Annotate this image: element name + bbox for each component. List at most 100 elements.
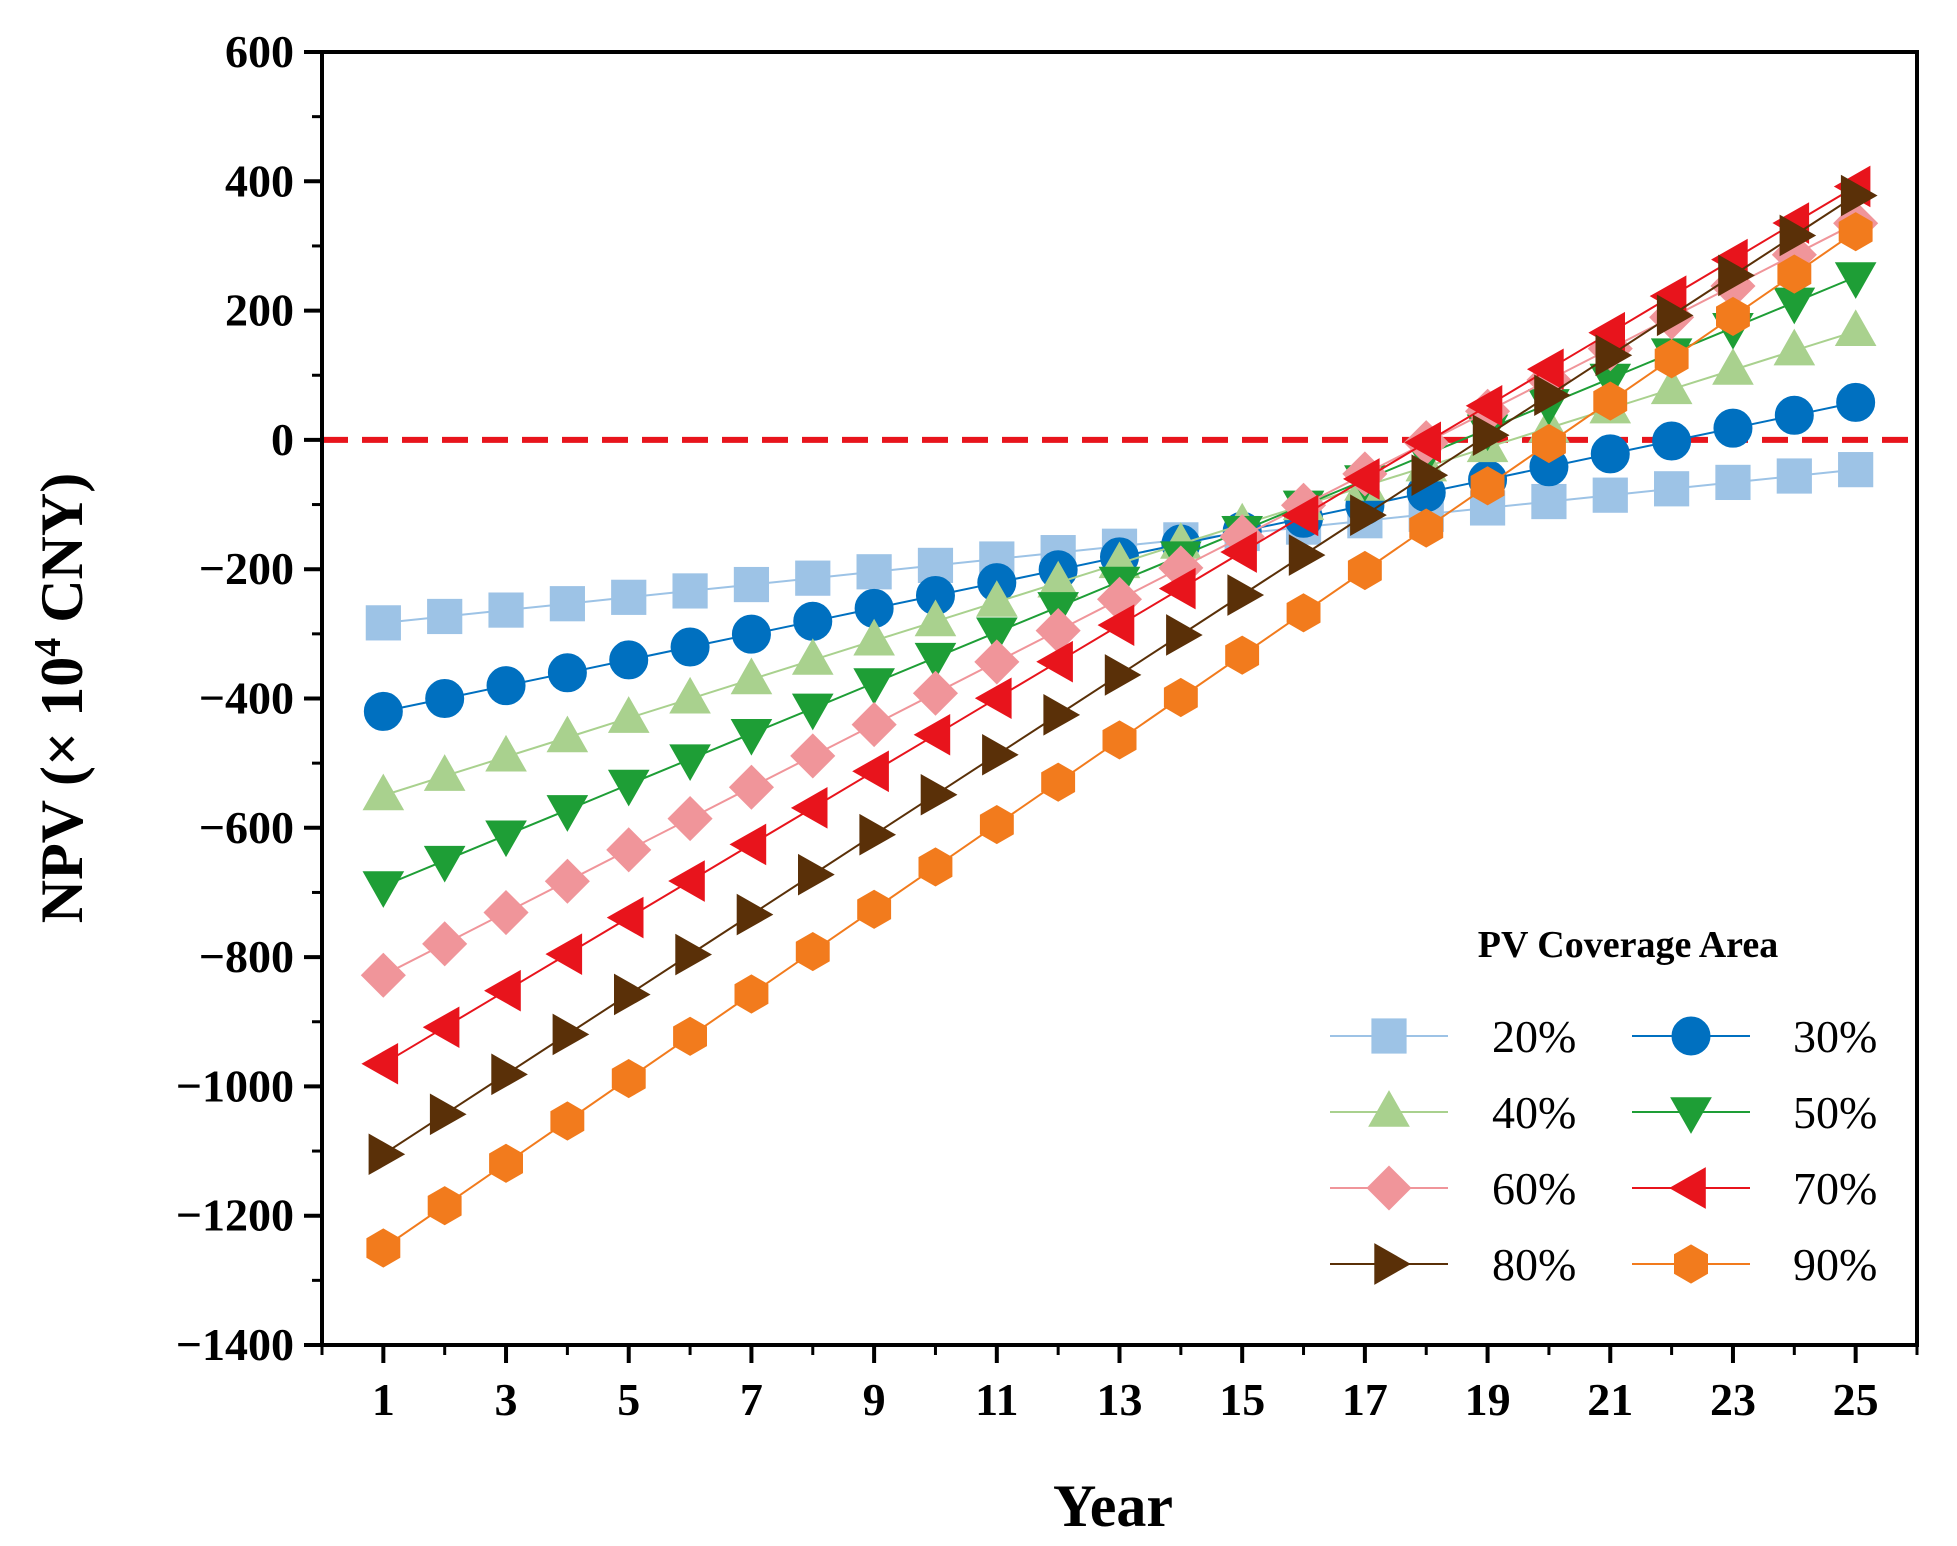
circle-marker [670, 627, 710, 667]
triangle-left-marker [545, 933, 583, 975]
hexagon-marker [1674, 1244, 1708, 1284]
diamond-marker [544, 858, 590, 904]
triangle-right-marker [1166, 614, 1203, 656]
triangle-right-marker [920, 773, 958, 816]
hexagon-marker [857, 889, 892, 929]
legend-item-60pct: 60% [1330, 1163, 1576, 1214]
triangle-right-marker [1718, 254, 1755, 297]
x-tick-label: 7 [740, 1374, 763, 1425]
y-tick-label: −600 [199, 802, 294, 853]
series-90pct [366, 212, 1873, 1268]
triangle-right-marker [859, 813, 897, 856]
triangle-right-marker [1472, 414, 1510, 457]
y-tick-label: 0 [271, 414, 294, 465]
triangle-right-marker [1411, 454, 1449, 496]
triangle-left-marker [1036, 640, 1073, 683]
square-marker [672, 573, 708, 609]
series-80pct [368, 174, 1878, 1176]
circle-marker [1713, 408, 1753, 448]
triangle-up-marker [1834, 309, 1877, 346]
triangle-left-marker [790, 787, 828, 829]
diamond-marker [974, 639, 1020, 685]
triangle-left-marker [729, 823, 767, 866]
legend-item-70pct: 70% [1632, 1163, 1877, 1214]
diamond-marker [912, 670, 959, 716]
series-layer [360, 165, 1879, 1268]
triangle-left-marker [668, 860, 705, 902]
triangle-left-marker [1158, 567, 1196, 610]
legend-title: PV Coverage Area [1478, 924, 1778, 966]
triangle-up-marker [1773, 328, 1816, 366]
square-marker [733, 566, 770, 603]
triangle-left-marker [1342, 458, 1380, 500]
triangle-up-marker [791, 638, 834, 675]
x-tick-label: 19 [1465, 1374, 1511, 1425]
triangle-down-marker [1834, 262, 1877, 299]
diamond-marker [483, 889, 529, 936]
legend-label: 70% [1793, 1163, 1877, 1214]
circle-marker [731, 614, 771, 654]
triangle-left-marker [606, 896, 644, 939]
legend-item-30pct: 30% [1632, 1011, 1877, 1062]
y-tick-label: −1400 [176, 1319, 294, 1370]
triangle-left-marker [1465, 384, 1503, 427]
triangle-down-marker [607, 769, 650, 807]
hexagon-marker [1286, 593, 1321, 633]
diamond-marker [851, 701, 897, 748]
hexagon-marker [366, 1228, 401, 1268]
square-marker [427, 598, 463, 635]
triangle-down-marker [485, 820, 527, 858]
circle-marker [1774, 395, 1814, 435]
hexagon-marker [427, 1186, 462, 1226]
triangle-up-marker [853, 618, 895, 656]
triangle-left-marker [422, 1006, 460, 1049]
triangle-right-marker [1374, 1243, 1411, 1285]
circle-marker [1836, 382, 1876, 422]
hexagon-marker [1777, 254, 1812, 294]
hexagon-marker [489, 1143, 523, 1183]
y-tick-label: −800 [199, 931, 294, 982]
triangle-right-marker [552, 1013, 590, 1056]
triangle-down-marker [914, 642, 957, 680]
y-axis-title: NPV (× 104 CNY) [27, 473, 95, 923]
hexagon-marker [1102, 720, 1137, 760]
x-tick-label: 9 [863, 1374, 886, 1425]
triangle-left-marker [1669, 1167, 1706, 1209]
triangle-right-marker [1350, 494, 1387, 536]
hexagon-marker [1225, 635, 1260, 675]
triangle-up-marker [1650, 367, 1693, 405]
hexagon-marker [1163, 677, 1198, 718]
hexagon-marker [1409, 508, 1444, 548]
square-marker [611, 579, 647, 615]
legend-item-50pct: 50% [1632, 1087, 1877, 1138]
hexagon-marker [1654, 339, 1689, 379]
square-marker [488, 592, 524, 628]
triangle-up-marker [669, 676, 711, 714]
diamond-marker [606, 827, 652, 873]
y-tick-label: −200 [199, 543, 294, 594]
y-axis-title-main: NPV (× 10 [29, 657, 95, 923]
triangle-down-marker [1670, 1097, 1712, 1134]
circle-marker [793, 601, 833, 641]
triangle-up-marker [914, 599, 957, 637]
triangle-right-marker [1227, 574, 1265, 616]
legend-item-20pct: 20% [1330, 1011, 1576, 1062]
triangle-up-marker [1368, 1090, 1410, 1127]
x-tick-label: 15 [1219, 1374, 1265, 1425]
triangle-left-marker [974, 677, 1012, 720]
legend-label: 20% [1492, 1011, 1576, 1062]
triangle-down-marker [669, 744, 711, 782]
triangle-right-marker [1288, 534, 1326, 576]
square-marker [1654, 471, 1690, 507]
x-tick-label: 25 [1833, 1374, 1879, 1425]
triangle-right-marker [1043, 694, 1081, 736]
diamond-marker [1035, 607, 1081, 654]
x-tick-label: 13 [1097, 1374, 1143, 1425]
diamond-marker [360, 952, 406, 998]
triangle-up-marker [362, 773, 405, 811]
hexagon-marker [1838, 212, 1873, 252]
triangle-up-marker [423, 754, 466, 791]
axis-layer: 600 400 200 0 −200 −400 −600 −800 −1000 −1200 −140… [176, 26, 1919, 1425]
legend-item-80pct: 80% [1330, 1239, 1576, 1290]
